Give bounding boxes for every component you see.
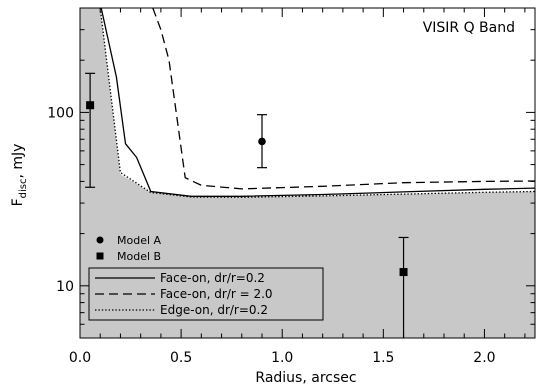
chart-title: VISIR Q Band — [423, 20, 515, 36]
axes: 0.0 0.5 1.0 1.5 2.0 10 100 — [47, 7, 536, 366]
x-tick-label-4: 1.5 — [372, 350, 394, 366]
legend-marker-1 — [96, 236, 104, 244]
y-tick-label-1: 10 — [56, 279, 74, 295]
y-axis-label-sub: disc — [18, 179, 29, 199]
legend-marker-label-1: Model A — [117, 234, 162, 247]
legend-marker-label-2: Model B — [117, 250, 161, 263]
series-line-2 — [152, 8, 535, 190]
legend-line-label-3: Edge-on, dr/r=0.2 — [160, 303, 268, 317]
legend-marker-2 — [96, 252, 104, 260]
shaded-region — [80, 8, 535, 338]
data-point-1 — [86, 101, 95, 110]
y-axis-label-main: F — [10, 198, 26, 206]
series-line-1 — [100, 8, 535, 197]
x-tick-label-5: 2.0 — [473, 350, 495, 366]
plot-frame — [79, 7, 536, 339]
y-tick-label-2: 100 — [47, 105, 74, 121]
data-point-2 — [258, 137, 266, 146]
y-axis-label-unit: , mJy — [10, 144, 26, 179]
x-tick-label-1: 0.0 — [69, 350, 91, 366]
plot-area — [80, 8, 535, 338]
x-tick-label-3: 1.0 — [271, 350, 293, 366]
legend-line-label-2: Face-on, dr/r = 2.0 — [160, 287, 273, 301]
series-line-3 — [99, 8, 535, 198]
x-axis-label: Radius, arcsec — [255, 370, 356, 386]
legend-line-label-1: Face-on, dr/r=0.2 — [160, 271, 265, 285]
legend: Model A Model B Face-on, dr/r=0.2 Face-on, … — [88, 234, 324, 321]
y-axis-label: Fdisc, mJy — [10, 144, 29, 207]
data-point-3 — [399, 268, 408, 277]
x-tick-label-2: 0.5 — [170, 350, 192, 366]
plot-clip-group — [80, 8, 535, 338]
